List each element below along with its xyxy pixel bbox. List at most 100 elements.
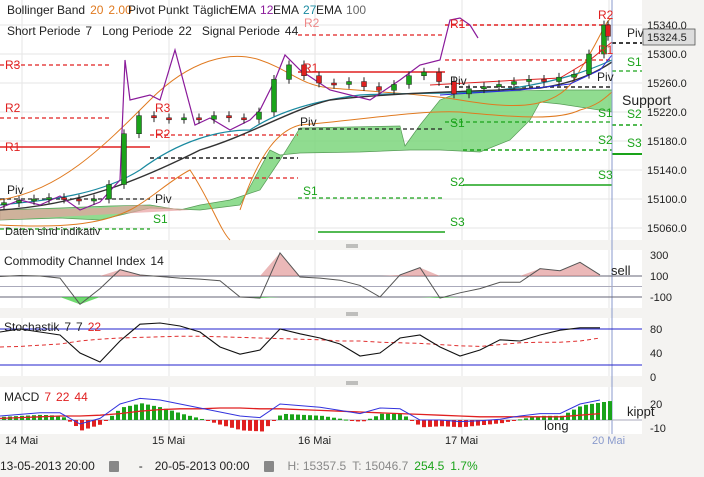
bollinger-dev: 2.00 xyxy=(108,3,132,17)
macd-histogram-bar xyxy=(512,420,516,421)
macd-tick-label: -10 xyxy=(650,423,666,435)
macd-signal-line xyxy=(0,407,601,420)
bollinger-period: 20 xyxy=(90,3,104,17)
macd-histogram-bar xyxy=(440,420,444,427)
candle xyxy=(16,200,22,203)
date-tick-label: 17 Mai xyxy=(445,435,478,447)
candle xyxy=(526,79,532,82)
price-axis: 15340.015300.015260.015220.015180.015140… xyxy=(647,20,687,235)
from-date[interactable]: 13-05-2013 20:00 xyxy=(0,459,95,473)
ema-label-1: EMA xyxy=(230,3,256,17)
cci-overbought-area xyxy=(420,267,440,276)
macd-histogram-bar xyxy=(44,415,48,420)
footer-bar: 13-05-2013 20:00 - 20-05-2013 00:00 H: 1… xyxy=(0,459,478,473)
short-value: 7 xyxy=(85,24,92,38)
ema-label-2: EMA xyxy=(273,3,299,17)
macd-histogram-bar xyxy=(176,412,180,420)
candle xyxy=(256,111,262,120)
macd-histogram-bar xyxy=(392,413,396,420)
ema27-line xyxy=(0,59,613,206)
short-label: Short Periode xyxy=(7,24,81,38)
label-s1-d4: S1 xyxy=(450,116,465,130)
macd-histogram-bar xyxy=(404,416,408,420)
macd-histogram-bar xyxy=(374,416,378,420)
candle xyxy=(511,81,517,85)
price-tick-label: 15140.0 xyxy=(647,165,687,177)
stoch-panel xyxy=(0,318,642,376)
calendar-icon[interactable] xyxy=(263,460,274,472)
pivot-lines xyxy=(0,24,642,233)
label-s1-d5: S1 xyxy=(598,106,613,120)
macd-histogram-bar xyxy=(398,413,402,420)
label-s3-d4: S3 xyxy=(450,215,465,229)
macd-histogram-bar xyxy=(602,402,606,420)
cci-tick-label: 100 xyxy=(650,271,668,283)
macd-histogram-bar xyxy=(284,413,288,420)
label-s3-d5: S3 xyxy=(598,168,613,182)
macd-histogram-bar xyxy=(194,417,198,420)
stoch-title: Stochastik xyxy=(4,320,60,334)
label-r3-d2: R3 xyxy=(155,101,171,115)
stoch-p2: 7 xyxy=(76,320,83,334)
price-tick-label: 15100.0 xyxy=(647,194,687,206)
date-tick-label: 14 Mai xyxy=(5,435,38,447)
candle xyxy=(106,184,112,200)
macd-histogram-bar xyxy=(302,414,306,420)
macd-histogram-bar xyxy=(56,415,60,420)
stoch-plot: 80 40 0 xyxy=(0,322,662,384)
pivot-labels: R3 R2 R1 Piv S1 R3 R2 Piv R2 R1 Piv S1 R… xyxy=(5,8,671,238)
kippt-label: kippt xyxy=(627,404,655,419)
high-value: H: 15357.5 xyxy=(287,459,347,473)
cci-overbought-area xyxy=(560,262,580,276)
candle xyxy=(391,84,397,91)
ema12-line xyxy=(0,17,479,211)
macd-histogram-bar xyxy=(98,420,102,425)
macd-histogram-bar xyxy=(272,420,276,421)
calendar-icon[interactable] xyxy=(108,460,119,472)
cci-tick-label: -100 xyxy=(650,292,672,304)
macd-histogram-bar xyxy=(458,420,462,428)
cci-oversold-area xyxy=(80,297,100,305)
macd-histogram-bar xyxy=(542,415,546,420)
macd-histogram-bar xyxy=(74,420,78,427)
bollinger-label: Bollinger Band xyxy=(7,3,85,17)
candle xyxy=(31,198,37,202)
macd-histogram-bar xyxy=(230,420,234,428)
signal-value: 44 xyxy=(285,24,299,38)
macd-histogram-bar xyxy=(86,420,90,429)
cci-tick-label: 300 xyxy=(650,250,668,262)
support-label: Support xyxy=(622,92,671,108)
macd-histogram-bar xyxy=(530,417,534,420)
macd-histogram-bar xyxy=(62,417,66,420)
macd-histogram-bar xyxy=(218,420,222,425)
stoch-tick-label: 80 xyxy=(650,324,662,336)
macd-histogram-bar xyxy=(152,405,156,420)
macd-histogram-bar xyxy=(200,418,204,420)
candle xyxy=(61,197,67,200)
macd-histogram-bar xyxy=(68,420,72,422)
panel-splitters[interactable] xyxy=(346,244,358,385)
cci-title: Commodity Channel Index xyxy=(4,254,145,268)
to-date[interactable]: 20-05-2013 00:00 xyxy=(154,459,250,473)
label-s1-right: S1 xyxy=(627,55,642,69)
macd-histogram-bar xyxy=(446,420,450,427)
macd-histogram-bar xyxy=(422,420,426,428)
date-tick-label: 16 Mai xyxy=(298,435,331,447)
macd-histogram-bar xyxy=(536,416,540,420)
macd-histogram-bar xyxy=(518,419,522,421)
label-r1-d4: R1 xyxy=(450,17,466,31)
macd-histogram-bar xyxy=(296,414,300,420)
macd-plot: 20 -10 xyxy=(0,397,666,435)
macd-histogram-bar xyxy=(428,420,432,427)
price-panel xyxy=(0,0,642,240)
candle xyxy=(211,115,217,120)
macd-histogram-bar xyxy=(338,418,342,420)
macd-tick-label: 20 xyxy=(650,399,662,411)
candle xyxy=(541,79,547,82)
macd-histogram-bar xyxy=(386,413,390,420)
macd-histogram-bar xyxy=(584,404,588,420)
